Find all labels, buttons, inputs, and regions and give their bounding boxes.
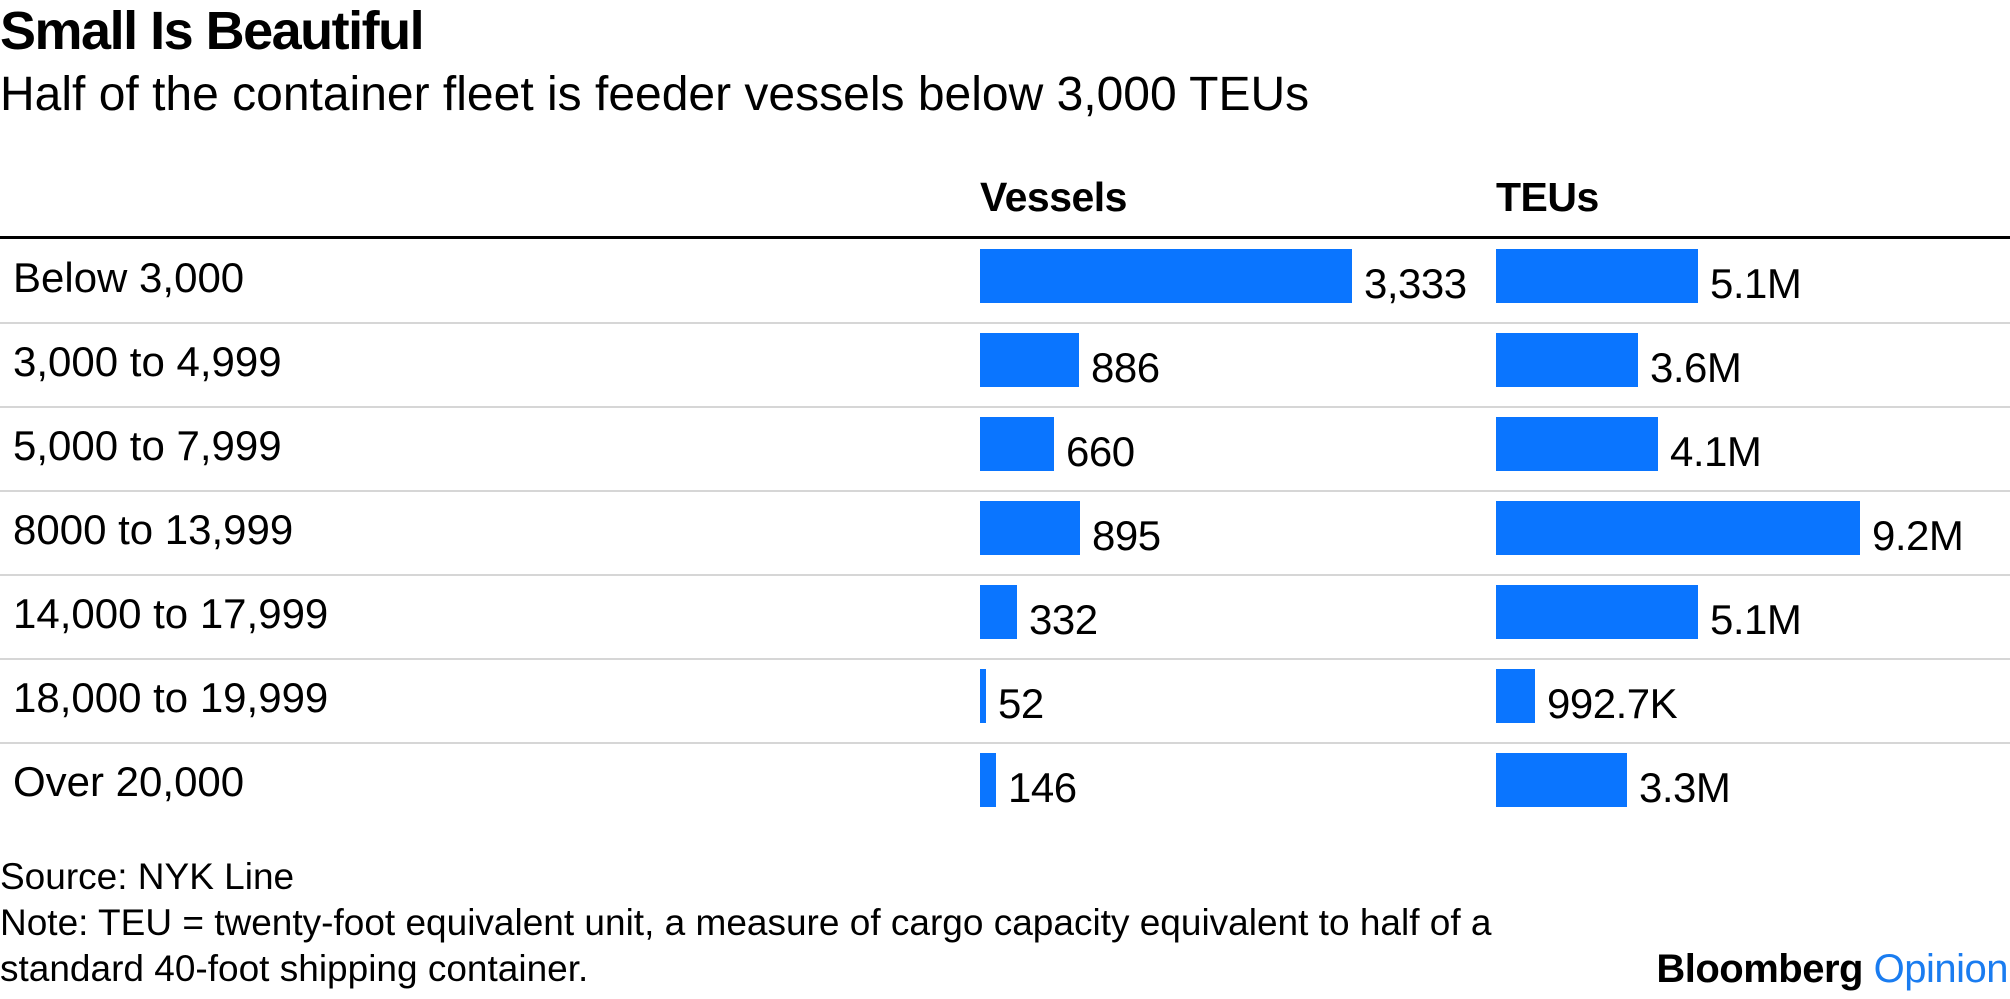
row-divider (0, 574, 2010, 576)
vessels-value-label: 660 (1066, 428, 1135, 475)
teus-bar (1496, 669, 1535, 723)
teus-bar (1496, 249, 1698, 303)
teus-bar (1496, 753, 1627, 807)
bloomberg-opinion-logo: Bloomberg Opinion (1656, 944, 2008, 994)
teus-value-label: 5.1M (1710, 596, 1802, 643)
teus-value-label: 5.1M (1710, 260, 1802, 307)
row-label: 18,000 to 19,999 (13, 674, 329, 721)
source-note: Source: NYK Line (0, 856, 295, 897)
vessels-bar (980, 333, 1079, 387)
vessels-value-label: 886 (1091, 344, 1160, 391)
teus-value-label: 3.3M (1639, 764, 1731, 811)
row-label: Below 3,000 (13, 254, 245, 301)
row-label: 5,000 to 7,999 (13, 422, 282, 469)
teus-value-label: 3.6M (1650, 344, 1742, 391)
vessels-value-label: 895 (1092, 512, 1161, 559)
teus-value-label: 4.1M (1670, 428, 1762, 475)
teus-bar (1496, 501, 1860, 555)
column-header-teus: TEUs (1496, 174, 1599, 220)
vessels-bar (980, 501, 1080, 555)
row-label: 8000 to 13,999 (13, 506, 294, 553)
teus-value-label: 9.2M (1872, 512, 1964, 559)
vessels-value-label: 332 (1029, 596, 1098, 643)
vessels-bar (980, 417, 1054, 471)
row-label: 14,000 to 17,999 (13, 590, 329, 637)
vessels-value-label: 3,333 (1364, 260, 1467, 307)
teus-bar (1496, 333, 1638, 387)
brand-name: Bloomberg (1656, 947, 1863, 991)
vessels-bar (980, 585, 1017, 639)
teus-value-label: 992.7K (1547, 680, 1678, 727)
brand-section: Opinion (1873, 947, 2009, 991)
row-divider (0, 658, 2010, 660)
vessels-bar (980, 669, 986, 723)
footnote: Note: TEU = twenty-foot equivalent unit,… (0, 902, 1492, 989)
vessels-value-label: 146 (1008, 764, 1077, 811)
header-rule (0, 236, 2010, 239)
row-label: 3,000 to 4,999 (13, 338, 282, 385)
teus-bar (1496, 417, 1658, 471)
column-header-vessels: Vessels (980, 174, 1128, 220)
row-label: Over 20,000 (13, 758, 245, 805)
vessels-value-label: 52 (998, 680, 1044, 727)
chart-subtitle: Half of the container fleet is feeder ve… (0, 68, 1310, 121)
row-divider (0, 406, 2010, 408)
vessels-bar (980, 753, 996, 807)
row-divider (0, 742, 2010, 744)
teus-bar (1496, 585, 1698, 639)
vessels-bar (980, 249, 1352, 303)
row-divider (0, 322, 2010, 324)
chart-title: Small Is Beautiful (0, 1, 425, 61)
row-divider (0, 490, 2010, 492)
